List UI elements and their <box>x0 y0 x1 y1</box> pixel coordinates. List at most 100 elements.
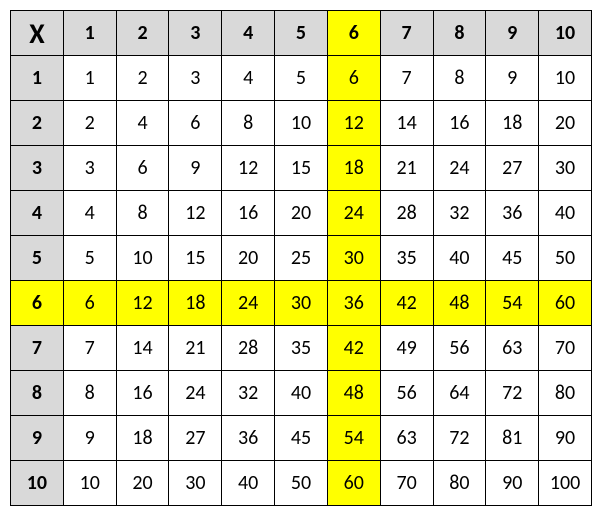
table-row: 66121824303642485460 <box>11 281 592 326</box>
cell: 80 <box>433 461 486 506</box>
cell: 16 <box>222 191 275 236</box>
cell: 14 <box>116 326 169 371</box>
cell: 20 <box>116 461 169 506</box>
cell: 15 <box>275 146 328 191</box>
table-row: 112345678910 <box>11 56 592 101</box>
cell: 2 <box>63 101 116 146</box>
cell: 40 <box>433 236 486 281</box>
cell: 72 <box>486 371 539 416</box>
cell: 36 <box>222 416 275 461</box>
cell-highlight: 30 <box>275 281 328 326</box>
cell: 56 <box>380 371 433 416</box>
table-row: 4481216202428323640 <box>11 191 592 236</box>
cell: 4 <box>116 101 169 146</box>
cell: 21 <box>169 326 222 371</box>
cell: 3 <box>169 56 222 101</box>
cell-highlight: 12 <box>327 101 380 146</box>
cell: 9 <box>63 416 116 461</box>
cell: 9 <box>486 56 539 101</box>
cell: 90 <box>486 461 539 506</box>
cell: 16 <box>116 371 169 416</box>
cell-highlight: 6 <box>327 56 380 101</box>
cell-highlight: 48 <box>433 281 486 326</box>
cell: 100 <box>539 461 592 506</box>
cell: 45 <box>275 416 328 461</box>
table-row: 99182736455463728190 <box>11 416 592 461</box>
cell-highlight: 60 <box>327 461 380 506</box>
cell: 9 <box>169 146 222 191</box>
cell: 28 <box>222 326 275 371</box>
cell: 10 <box>539 56 592 101</box>
cell: 18 <box>486 101 539 146</box>
cell: 5 <box>275 56 328 101</box>
cell: 35 <box>380 236 433 281</box>
cell: 72 <box>433 416 486 461</box>
cell: 8 <box>63 371 116 416</box>
col-header: 7 <box>380 11 433 56</box>
corner-cell: X <box>11 11 64 56</box>
col-header: 8 <box>433 11 486 56</box>
cell: 20 <box>275 191 328 236</box>
cell: 40 <box>222 461 275 506</box>
cell: 21 <box>380 146 433 191</box>
row-header: 8 <box>11 371 64 416</box>
cell: 30 <box>539 146 592 191</box>
cell: 81 <box>486 416 539 461</box>
table-row: 22468101214161820 <box>11 101 592 146</box>
col-header: 3 <box>169 11 222 56</box>
cell: 6 <box>169 101 222 146</box>
cell-highlight: 60 <box>539 281 592 326</box>
cell: 8 <box>116 191 169 236</box>
row-header: 4 <box>11 191 64 236</box>
cell-highlight: 12 <box>116 281 169 326</box>
cell: 5 <box>63 236 116 281</box>
row-header: 9 <box>11 416 64 461</box>
cell: 16 <box>433 101 486 146</box>
cell: 12 <box>222 146 275 191</box>
cell: 10 <box>116 236 169 281</box>
cell: 6 <box>116 146 169 191</box>
cell: 70 <box>539 326 592 371</box>
cell: 40 <box>539 191 592 236</box>
row-header: 3 <box>11 146 64 191</box>
cell: 7 <box>380 56 433 101</box>
cell-highlight: 18 <box>327 146 380 191</box>
cell: 36 <box>486 191 539 236</box>
row-header: 10 <box>11 461 64 506</box>
cell: 40 <box>275 371 328 416</box>
cell: 50 <box>275 461 328 506</box>
cell-highlight: 6 <box>63 281 116 326</box>
cell: 12 <box>169 191 222 236</box>
cell: 24 <box>169 371 222 416</box>
table-row: 336912151821242730 <box>11 146 592 191</box>
cell: 3 <box>63 146 116 191</box>
table-row: 55101520253035404550 <box>11 236 592 281</box>
cell-highlight: 24 <box>222 281 275 326</box>
table-row: 10102030405060708090100 <box>11 461 592 506</box>
cell-highlight: 24 <box>327 191 380 236</box>
row-header: 1 <box>11 56 64 101</box>
row-header-highlight: 6 <box>11 281 64 326</box>
cell-highlight: 54 <box>327 416 380 461</box>
cell: 27 <box>169 416 222 461</box>
cell-highlight: 36 <box>327 281 380 326</box>
cell: 20 <box>539 101 592 146</box>
cell: 49 <box>380 326 433 371</box>
cell: 27 <box>486 146 539 191</box>
cell: 32 <box>222 371 275 416</box>
cell: 50 <box>539 236 592 281</box>
cell-highlight: 18 <box>169 281 222 326</box>
cell: 4 <box>63 191 116 236</box>
cell: 63 <box>380 416 433 461</box>
col-header: 1 <box>63 11 116 56</box>
cell: 56 <box>433 326 486 371</box>
col-header: 4 <box>222 11 275 56</box>
col-header: 10 <box>539 11 592 56</box>
cell: 25 <box>275 236 328 281</box>
cell-highlight: 42 <box>380 281 433 326</box>
header-row: X 1 2 3 4 5 6 7 8 9 10 <box>11 11 592 56</box>
col-header: 9 <box>486 11 539 56</box>
cell-highlight: 30 <box>327 236 380 281</box>
cell: 70 <box>380 461 433 506</box>
cell: 7 <box>63 326 116 371</box>
